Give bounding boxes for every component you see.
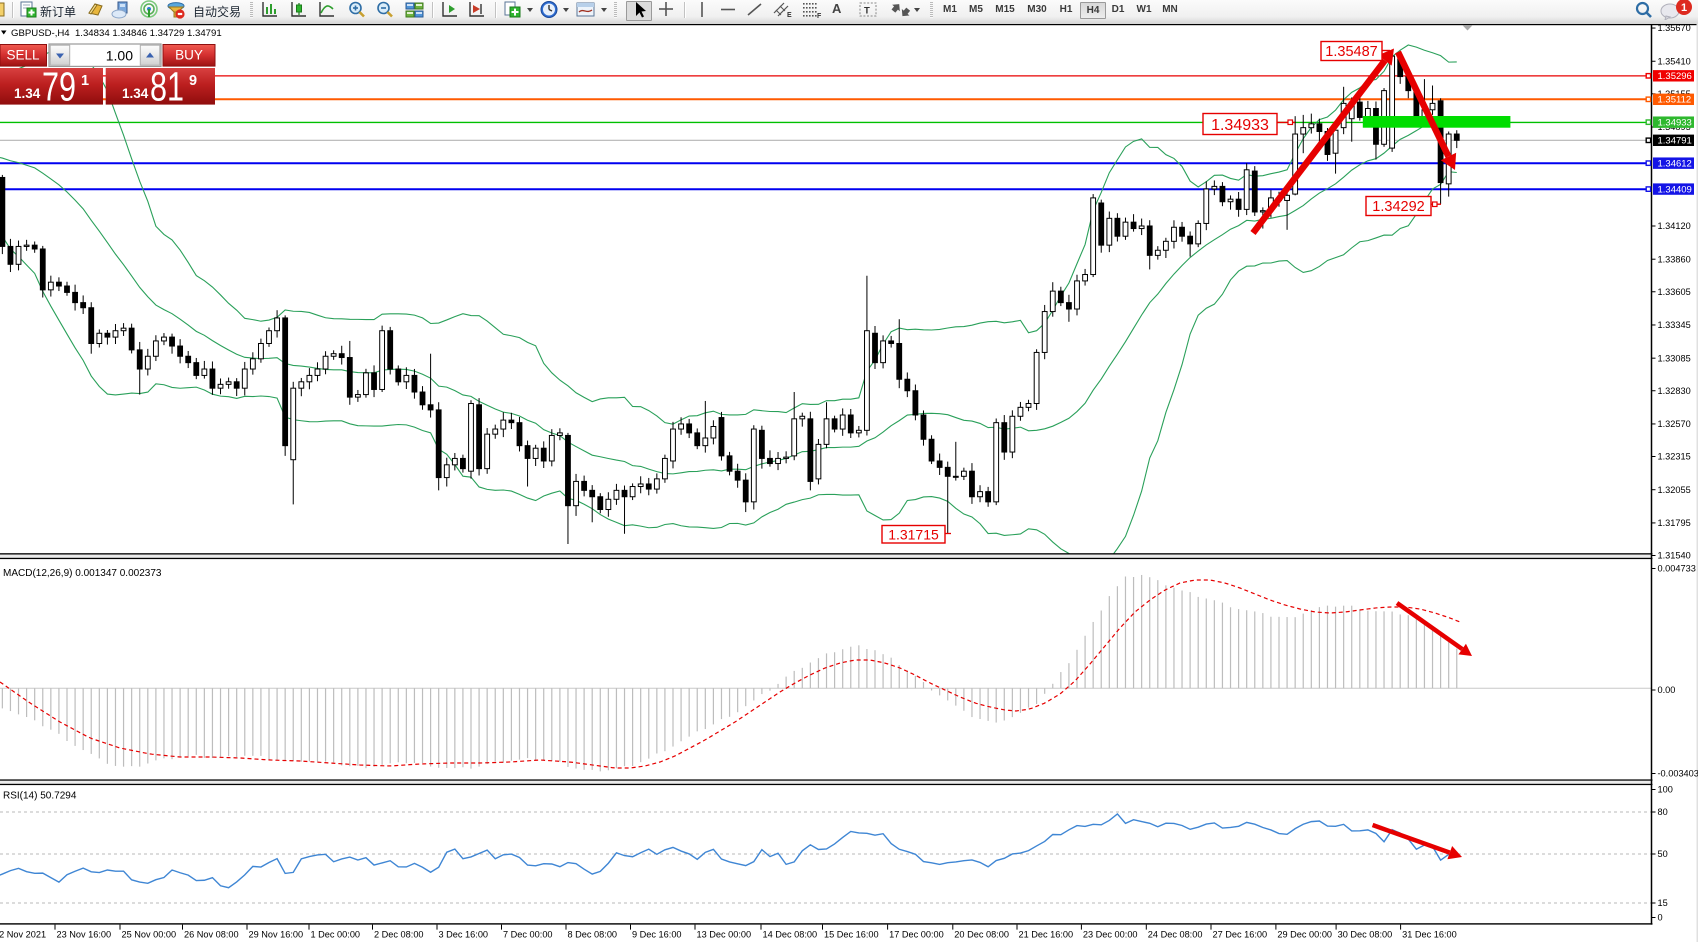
svg-text:22 Nov 2021: 22 Nov 2021 [0, 930, 46, 940]
svg-text:31 Dec 16:00: 31 Dec 16:00 [1402, 930, 1457, 940]
svg-text:-0.003403: -0.003403 [1658, 769, 1698, 779]
svg-text:15: 15 [1658, 898, 1668, 908]
svg-text:1.34933: 1.34933 [1658, 118, 1692, 129]
svg-text:E: E [787, 12, 792, 19]
svg-text:29 Dec 00:00: 29 Dec 00:00 [1277, 930, 1332, 940]
svg-text:1.34120: 1.34120 [1658, 221, 1691, 231]
svg-text:1.35670: 1.35670 [1658, 24, 1691, 33]
svg-text:1.34791: 1.34791 [1658, 136, 1692, 147]
svg-text:1.34292: 1.34292 [1372, 199, 1424, 215]
svg-text:1.35410: 1.35410 [1658, 56, 1691, 66]
svg-text:1.35487: 1.35487 [1325, 44, 1377, 60]
svg-text:1.31715: 1.31715 [888, 526, 939, 542]
svg-text:0.004733: 0.004733 [1658, 564, 1696, 574]
svg-text:1: 1 [81, 73, 89, 89]
svg-text:SELL: SELL [6, 48, 40, 63]
svg-text:13 Dec 00:00: 13 Dec 00:00 [697, 930, 752, 940]
svg-text:1 Dec 00:00: 1 Dec 00:00 [311, 930, 361, 940]
svg-text:9 Dec 16:00: 9 Dec 16:00 [632, 930, 682, 940]
svg-text:8 Dec 08:00: 8 Dec 08:00 [568, 930, 618, 940]
svg-text:79: 79 [42, 64, 76, 110]
svg-text:1.32315: 1.32315 [1658, 452, 1691, 462]
svg-text:1.31540: 1.31540 [1658, 551, 1691, 561]
svg-text:BUY: BUY [175, 48, 203, 63]
svg-text:0: 0 [1658, 913, 1663, 923]
svg-text:1.00: 1.00 [106, 47, 133, 63]
svg-text:MACD(12,26,9) 0.001347 0.00237: MACD(12,26,9) 0.001347 0.002373 [3, 568, 162, 579]
svg-text:100: 100 [1658, 785, 1673, 795]
svg-text:1.35296: 1.35296 [1658, 71, 1692, 82]
svg-text:1.33860: 1.33860 [1658, 254, 1691, 264]
svg-text:1.33605: 1.33605 [1658, 287, 1691, 297]
svg-text:1: 1 [1681, 2, 1687, 14]
svg-text:14 Dec 08:00: 14 Dec 08:00 [763, 930, 818, 940]
svg-text:30 Dec 08:00: 30 Dec 08:00 [1338, 930, 1393, 940]
svg-text:1.33345: 1.33345 [1658, 320, 1691, 330]
svg-text:17 Dec 00:00: 17 Dec 00:00 [889, 930, 944, 940]
svg-text:3 Dec 16:00: 3 Dec 16:00 [439, 930, 489, 940]
svg-text:1.34933: 1.34933 [1211, 117, 1269, 134]
svg-text:2 Dec 08:00: 2 Dec 08:00 [374, 930, 424, 940]
svg-text:26 Nov 08:00: 26 Nov 08:00 [184, 930, 239, 940]
svg-text:1.31795: 1.31795 [1658, 518, 1691, 528]
svg-text:1.32570: 1.32570 [1658, 419, 1691, 429]
svg-text:1.34: 1.34 [14, 86, 41, 101]
svg-text:0.00: 0.00 [1658, 685, 1676, 695]
svg-text:80: 80 [1658, 807, 1668, 817]
svg-text:7 Dec 00:00: 7 Dec 00:00 [503, 930, 553, 940]
svg-text:1.35112: 1.35112 [1658, 95, 1692, 106]
svg-text:1.33085: 1.33085 [1658, 353, 1691, 363]
svg-text:20 Dec 08:00: 20 Dec 08:00 [954, 930, 1009, 940]
svg-text:GBPUSD-,H4 1.34834 1.34846 1.: GBPUSD-,H4 1.34834 1.34846 1.34729 1.347… [11, 28, 222, 39]
svg-text:1.34409: 1.34409 [1658, 184, 1692, 195]
svg-text:1.34612: 1.34612 [1658, 159, 1692, 170]
svg-text:27 Dec 16:00: 27 Dec 16:00 [1213, 930, 1268, 940]
svg-text:29 Nov 16:00: 29 Nov 16:00 [249, 930, 304, 940]
svg-text:9: 9 [189, 73, 197, 89]
svg-text:23 Dec 00:00: 23 Dec 00:00 [1083, 930, 1138, 940]
svg-text:15 Dec 16:00: 15 Dec 16:00 [824, 930, 879, 940]
svg-text:1.34: 1.34 [122, 86, 149, 101]
svg-text:F: F [817, 13, 822, 20]
svg-text:21 Dec 16:00: 21 Dec 16:00 [1019, 930, 1074, 940]
svg-text:1.32055: 1.32055 [1658, 485, 1691, 495]
svg-text:24 Dec 08:00: 24 Dec 08:00 [1148, 930, 1203, 940]
svg-text:1.32830: 1.32830 [1658, 386, 1691, 396]
svg-text:T: T [864, 6, 870, 17]
svg-text:RSI(14) 50.7294: RSI(14) 50.7294 [3, 791, 77, 802]
svg-text:81: 81 [150, 64, 184, 110]
svg-text:25 Nov 00:00: 25 Nov 00:00 [122, 930, 177, 940]
svg-text:23 Nov 16:00: 23 Nov 16:00 [57, 930, 112, 940]
svg-text:50: 50 [1658, 849, 1668, 859]
